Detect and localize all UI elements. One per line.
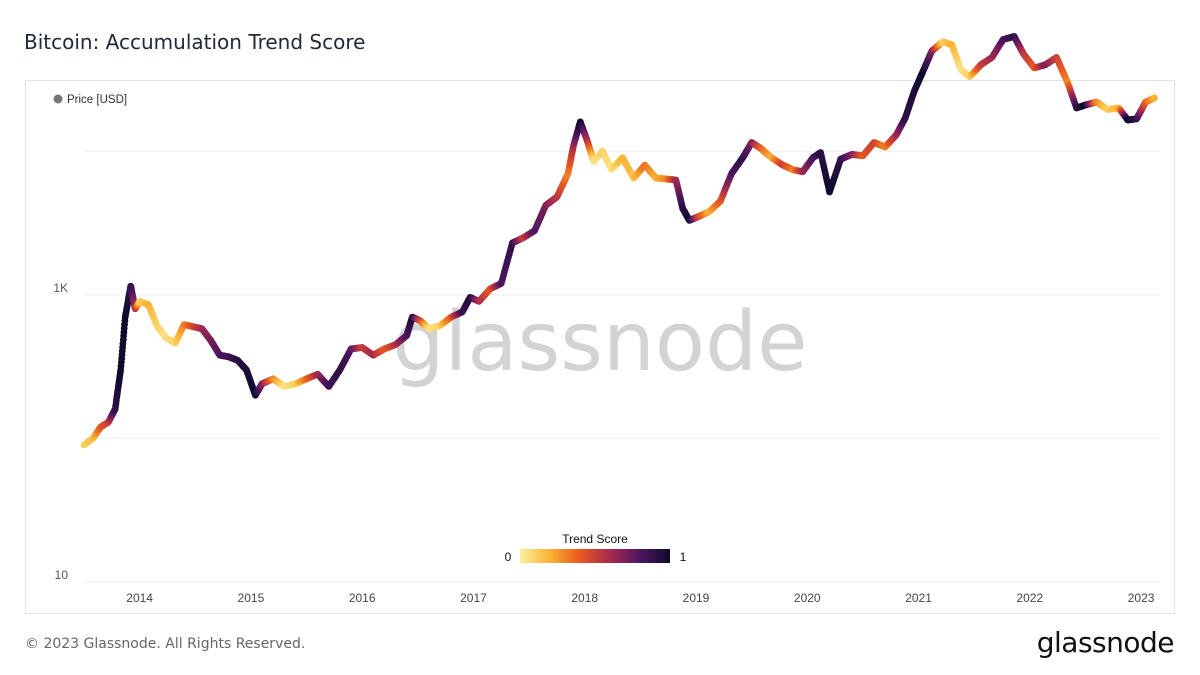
watermark: glassnode xyxy=(392,295,807,390)
gridlines xyxy=(84,150,1160,583)
price-points xyxy=(80,33,1158,449)
legend-label: Price [USD] xyxy=(67,94,127,106)
x-tick-label: 2022 xyxy=(1016,591,1043,605)
x-tick-label: 2014 xyxy=(126,591,153,605)
legend[interactable]: Price [USD] xyxy=(53,94,128,106)
x-tick-label: 2016 xyxy=(349,591,376,605)
chart-panel xyxy=(25,80,1175,614)
colorbar-title: Trend Score xyxy=(562,532,628,546)
x-tick-label: 2017 xyxy=(460,591,487,605)
price-point xyxy=(1151,94,1158,102)
copyright-footer: © 2023 Glassnode. All Rights Reserved. xyxy=(25,636,306,652)
y-axis-labels: 10 1K xyxy=(53,281,68,582)
page-title: Bitcoin: Accumulation Trend Score xyxy=(24,30,366,54)
y-tick-label: 10 xyxy=(55,568,69,582)
x-tick-label: 2018 xyxy=(571,591,598,605)
x-tick-label: 2021 xyxy=(905,591,932,605)
colorbar-gradient xyxy=(520,549,670,563)
glassnode-logo[interactable]: glassnode xyxy=(1036,626,1175,659)
x-tick-label: 2015 xyxy=(238,591,265,605)
x-tick-label: 2023 xyxy=(1128,591,1155,605)
colorbar: Trend Score 0 1 xyxy=(505,532,687,564)
legend-dot-icon xyxy=(53,94,63,104)
x-tick-label: 2020 xyxy=(794,591,821,605)
colorbar-min-label: 0 xyxy=(505,550,512,564)
y-tick-label: 1K xyxy=(53,281,68,295)
x-tick-label: 2019 xyxy=(683,591,710,605)
colorbar-max-label: 1 xyxy=(680,550,687,564)
x-axis-labels: 2014 2015 2016 2017 2018 2019 2020 2021 2022 2023 xyxy=(126,591,1154,605)
